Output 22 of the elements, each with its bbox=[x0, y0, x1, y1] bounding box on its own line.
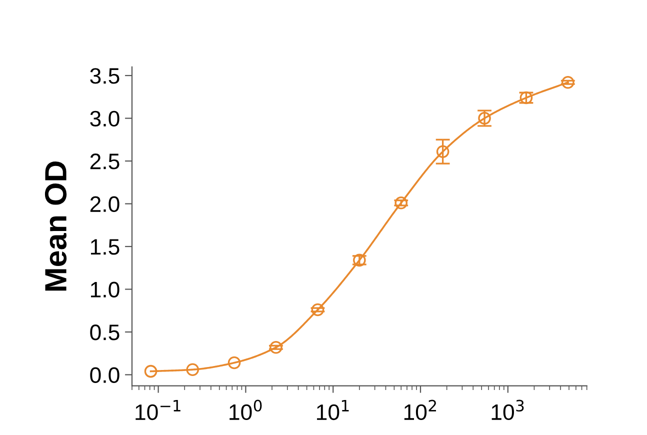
x-tick-label: 10$^{−1}$ bbox=[136, 400, 180, 420]
point bbox=[394, 196, 408, 210]
y-tick-label: 0.5 bbox=[90, 324, 120, 340]
y-tick-label: 3.0 bbox=[90, 110, 120, 127]
y-tick-label: 2.0 bbox=[90, 196, 120, 212]
x-tick-label: 10$^{0}$ bbox=[230, 400, 262, 420]
y-tick-label: 3.5 bbox=[90, 68, 120, 84]
point bbox=[436, 145, 450, 158]
x-tick-label: 10$^{2}$ bbox=[404, 400, 436, 420]
point bbox=[311, 303, 324, 316]
y-axis-title: Mean OD bbox=[44, 161, 67, 291]
point bbox=[562, 76, 574, 89]
y-tick-label: 2.5 bbox=[90, 154, 120, 170]
x-tick-label: 10$^{3}$ bbox=[492, 400, 524, 420]
point bbox=[228, 356, 241, 370]
y-tick-label: 1.0 bbox=[90, 282, 120, 298]
y-tick-label: 1.5 bbox=[90, 239, 120, 255]
point bbox=[144, 364, 158, 378]
point bbox=[186, 363, 200, 376]
y-tick-label: 0.0 bbox=[90, 367, 120, 384]
x-tick-label: 10$^{1}$ bbox=[317, 400, 349, 420]
point bbox=[270, 340, 282, 354]
